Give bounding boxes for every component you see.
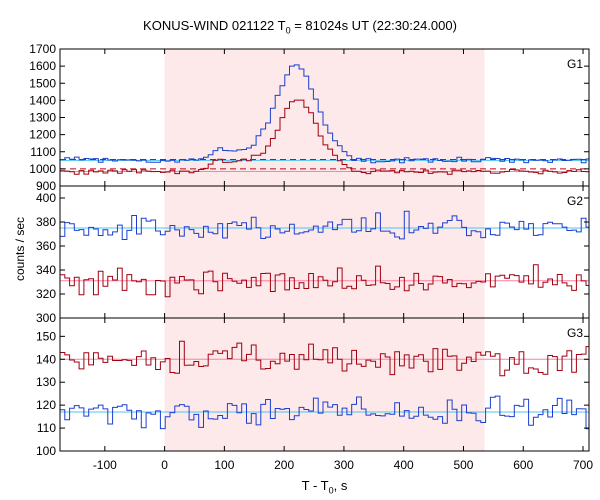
panel-G2-ytick-label: 400 <box>36 191 56 205</box>
panel-G1-series-lower <box>60 99 589 175</box>
panel-G3-series-upper <box>60 395 589 430</box>
xtick-label: 0 <box>161 458 168 472</box>
panel-G2-ytick-label: 360 <box>36 239 56 253</box>
panel-G3-ytick-label: 120 <box>36 398 56 412</box>
panel-G3-ytick-label: 130 <box>36 375 56 389</box>
chart-title-sub: 0 <box>285 25 291 36</box>
panel-G2-ytick-label: 320 <box>36 287 56 301</box>
panel-G1-ytick-label: 1500 <box>29 76 56 90</box>
xtick-label: 300 <box>334 458 354 472</box>
panel-G3-series-lower <box>60 340 589 377</box>
panel-G2-series-upper <box>60 210 589 240</box>
panel-G3-frame <box>59 317 590 452</box>
xtick-label: 700 <box>573 458 593 472</box>
xtick-label: 500 <box>453 458 473 472</box>
panel-label-G1: G1 <box>567 57 583 71</box>
panel-G2-ytick-label: 380 <box>36 215 56 229</box>
panel-G1-ytick-label: 900 <box>36 179 56 193</box>
panel-label-G2: G2 <box>567 194 583 208</box>
x-axis-label-suffix: , s <box>333 478 348 493</box>
panel-G1-ytick-label: 1400 <box>29 93 56 107</box>
panel-G1-ytick-label: 1700 <box>29 42 56 56</box>
panel-G1-ytick-label: 1600 <box>29 59 56 73</box>
panel-G1-ytick-label: 1100 <box>30 145 56 159</box>
x-axis-label-sub: 0 <box>328 485 334 496</box>
panel-label-G3: G3 <box>567 326 583 340</box>
panel-G1-ytick-label: 1300 <box>29 111 56 125</box>
panel-G3-ytick-label: 100 <box>36 444 56 458</box>
shaded-interval <box>164 49 485 451</box>
xtick-label: 400 <box>394 458 414 472</box>
x-axis-label-prefix: T - T <box>301 478 329 493</box>
xtick-label: 200 <box>274 458 294 472</box>
chart-title: KONUS-WIND 021122 T0 = 81024s UT (22:30:… <box>0 18 600 36</box>
panel-G1-ytick-label: 1000 <box>29 162 56 176</box>
panel-G3-ytick-label: 110 <box>37 421 56 435</box>
chart-title-prefix: KONUS-WIND 021122 T <box>143 18 286 33</box>
x-axis-label: T - T0, s <box>60 478 589 496</box>
panel-G1-ytick-label: 1200 <box>29 128 56 142</box>
xtick-label: 100 <box>214 458 234 472</box>
chart-title-suffix: = 81024s UT (22:30:24.000) <box>290 18 457 33</box>
panel-G1-series-upper <box>60 64 589 164</box>
xtick-label: 600 <box>513 458 533 472</box>
panel-G2-series-lower <box>60 264 589 298</box>
xtick-label: -100 <box>93 458 117 472</box>
panel-G3-ytick-label: 150 <box>36 329 56 343</box>
panel-G2-ytick-label: 300 <box>36 311 56 325</box>
panel-G2-ytick-label: 340 <box>36 263 56 277</box>
panel-G3-ytick-label: 140 <box>36 352 56 366</box>
